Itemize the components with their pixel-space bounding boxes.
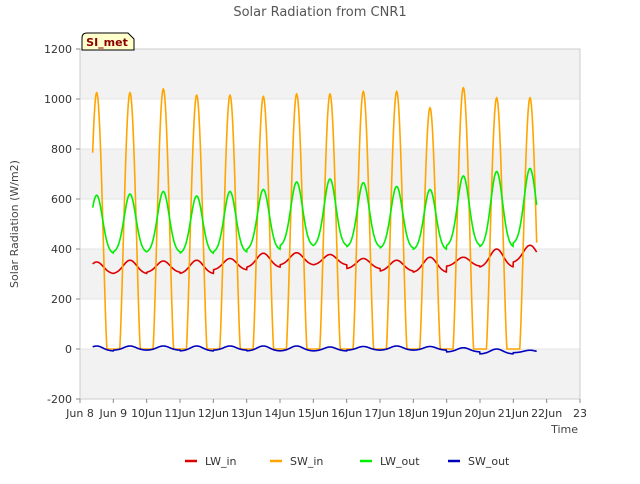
chart-title: Solar Radiation from CNR1: [233, 5, 406, 20]
grid-band: [80, 149, 580, 199]
legend-label: SW_out: [468, 455, 510, 468]
series-line-sw-out: [92, 345, 537, 355]
y-tick-label: 1000: [44, 93, 72, 106]
series-line-lw-in: [92, 244, 538, 275]
series-layer: [91, 86, 538, 355]
y-tick-label: 1200: [44, 43, 72, 56]
legend: LW_in SW_in LW_out SW_out: [185, 455, 510, 468]
x-tick-label: 21Jun: [498, 407, 529, 420]
series-line-sw-in: [91, 86, 538, 350]
y-tick-label: 400: [51, 243, 72, 256]
grid-band: [80, 49, 580, 99]
annotation-tab: [81, 32, 135, 51]
y-tick-label: -200: [47, 393, 72, 406]
legend-label: LW_in: [205, 455, 237, 468]
y-tick-label: 0: [65, 343, 72, 356]
legend-label: LW_out: [380, 455, 420, 468]
x-tick-label: 13Jun: [231, 407, 262, 420]
legend-label: SW_in: [290, 455, 323, 468]
x-axis-label: Time: [550, 423, 578, 436]
x-tick-label: 15Jun: [298, 407, 329, 420]
y-tick-label: 200: [51, 293, 72, 306]
series-line-lw-out: [91, 167, 538, 255]
plot-border: [79, 48, 581, 400]
annotation-box: SI_met: [81, 32, 135, 51]
x-tick-label: 20Jun: [464, 407, 495, 420]
x-axis: Jun 8 Jun 9 10Jun 11Jun 12Jun 13Jun 14Jun 15Jun…: [65, 399, 587, 420]
x-tick-label: Jun 8: [65, 407, 94, 420]
x-tick-label: 12Jun: [198, 407, 229, 420]
y-tick-label: 800: [51, 143, 72, 156]
y-axis-label: Solar Radiation (W/m2): [8, 160, 21, 288]
x-tick-label: 22Jun: [531, 407, 562, 420]
x-tick-label: 23: [573, 407, 587, 420]
plot-area: [80, 49, 580, 399]
x-tick-label: Jun 9: [98, 407, 127, 420]
y-tick-label: 600: [51, 193, 72, 206]
annotation-label: SI_met: [86, 36, 128, 49]
grid-band: [80, 349, 580, 399]
x-tick-label: 19Jun: [431, 407, 462, 420]
grid-band: [80, 249, 580, 299]
x-tick-label: 18Jun: [398, 407, 429, 420]
x-tick-label: 10Jun: [131, 407, 162, 420]
x-tick-label: 11Jun: [164, 407, 195, 420]
x-tick-label: 16Jun: [331, 407, 362, 420]
x-tick-label: 17Jun: [364, 407, 395, 420]
x-tick-label: 14Jun: [264, 407, 295, 420]
y-axis: -200 0 200 400 600 800 1000 1200: [44, 43, 80, 406]
